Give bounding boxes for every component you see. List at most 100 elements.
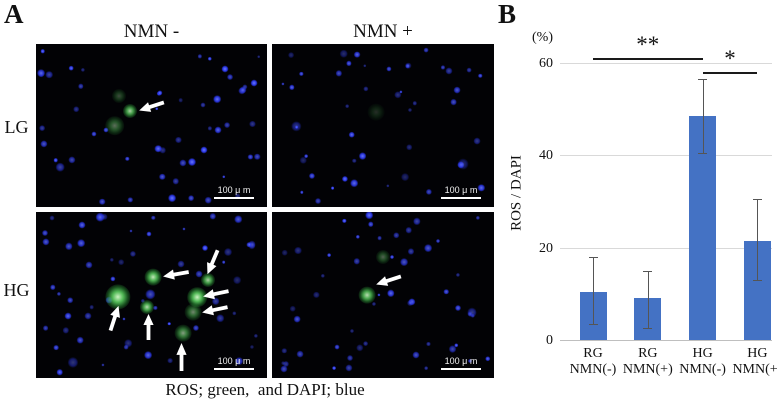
dapi-nucleus-dot bbox=[363, 64, 367, 68]
scale-bar: 100 μ m bbox=[441, 357, 481, 370]
ros-positive-cell bbox=[359, 286, 376, 304]
dapi-nucleus-dot bbox=[53, 157, 58, 163]
dapi-nucleus-dot bbox=[40, 140, 48, 148]
dapi-nucleus-dot bbox=[239, 86, 247, 94]
dapi-nucleus-dot bbox=[350, 179, 359, 187]
ros-positive-cell bbox=[112, 89, 127, 104]
y-tick-40: 40 bbox=[539, 148, 553, 164]
dapi-nucleus-dot bbox=[293, 316, 301, 323]
dapi-nucleus-dot bbox=[214, 126, 222, 134]
dapi-nucleus-dot bbox=[455, 304, 462, 311]
dapi-nucleus-dot bbox=[436, 239, 441, 244]
dapi-nucleus-dot bbox=[67, 357, 78, 368]
scale-bar-line bbox=[441, 197, 481, 199]
dapi-nucleus-dot bbox=[67, 297, 74, 304]
scale-bar-label: 100 μ m bbox=[217, 185, 251, 195]
dapi-nucleus-dot bbox=[289, 305, 297, 313]
micrograph-lg-nmn-plus: 100 μ m bbox=[272, 44, 494, 207]
dapi-nucleus-dot bbox=[246, 241, 253, 248]
dapi-nucleus-dot bbox=[224, 121, 231, 128]
dapi-nucleus-dot bbox=[193, 324, 200, 331]
dapi-nucleus-dot bbox=[342, 218, 347, 224]
dapi-nucleus-dot bbox=[377, 235, 382, 241]
dapi-nucleus-dot bbox=[78, 221, 86, 229]
dapi-nucleus-dot bbox=[296, 350, 304, 358]
dapi-nucleus-dot bbox=[289, 84, 295, 90]
micrograph-hg-nmn-plus: 100 μ m bbox=[272, 212, 494, 378]
dapi-nucleus-dot bbox=[77, 239, 86, 247]
gridline-40 bbox=[560, 155, 772, 157]
dapi-nucleus-dot bbox=[358, 152, 367, 161]
dapi-nucleus-dot bbox=[294, 125, 299, 129]
dapi-nucleus-dot bbox=[177, 260, 185, 268]
dapi-nucleus-dot bbox=[279, 365, 288, 373]
dapi-nucleus-dot bbox=[65, 242, 73, 251]
micrograph-lg-nmn-minus: 100 μ m bbox=[36, 44, 267, 207]
dapi-nucleus-dot bbox=[453, 86, 461, 94]
dapi-nucleus-dot bbox=[334, 344, 340, 350]
dapi-nucleus-dot bbox=[400, 258, 409, 266]
dapi-nucleus-dot bbox=[167, 357, 174, 364]
y-axis-title: ROS / DAPI bbox=[508, 155, 525, 231]
dapi-nucleus-dot bbox=[304, 154, 308, 159]
dapi-nucleus-dot bbox=[352, 158, 357, 163]
dapi-nucleus-dot bbox=[233, 276, 242, 284]
dapi-nucleus-dot bbox=[123, 344, 129, 350]
dapi-nucleus-dot bbox=[101, 362, 105, 367]
dapi-nucleus-dot bbox=[49, 215, 55, 221]
dapi-nucleus-dot bbox=[178, 97, 184, 103]
dapi-nucleus-dot bbox=[201, 245, 208, 252]
dapi-nucleus-dot bbox=[347, 355, 353, 362]
dapi-nucleus-dot bbox=[102, 127, 109, 133]
dapi-nucleus-dot bbox=[118, 259, 124, 265]
scale-bar: 100 μ m bbox=[214, 357, 254, 370]
dapi-nucleus-dot bbox=[424, 366, 428, 370]
category-line2: NMN(+) bbox=[622, 362, 673, 378]
category-line1: RG bbox=[638, 346, 658, 361]
error-bar-cap bbox=[752, 199, 762, 201]
dapi-nucleus-dot bbox=[42, 324, 49, 331]
scale-bar-label: 100 μ m bbox=[444, 185, 478, 195]
dapi-nucleus-dot bbox=[146, 231, 152, 237]
ros-positive-cell bbox=[139, 299, 154, 314]
dapi-nucleus-dot bbox=[371, 301, 377, 306]
category-line2: NMN(+) bbox=[732, 362, 777, 378]
dapi-nucleus-dot bbox=[281, 348, 288, 354]
dapi-nucleus-dot bbox=[172, 177, 180, 185]
dapi-nucleus-dot bbox=[281, 82, 285, 86]
dapi-nucleus-dot bbox=[445, 67, 453, 75]
dapi-nucleus-dot bbox=[406, 299, 413, 306]
ros-positive-cell bbox=[187, 287, 207, 307]
error-bar bbox=[647, 270, 649, 329]
dapi-nucleus-dot bbox=[440, 65, 446, 70]
dapi-nucleus-dot bbox=[426, 188, 433, 195]
ros-positive-cell bbox=[104, 115, 125, 136]
dapi-nucleus-dot bbox=[332, 366, 337, 370]
dapi-nucleus-dot bbox=[308, 172, 316, 179]
dapi-nucleus-dot bbox=[154, 145, 162, 153]
dapi-nucleus-dot bbox=[368, 221, 374, 228]
dapi-nucleus-dot bbox=[253, 333, 258, 339]
dapi-nucleus-dot bbox=[227, 74, 233, 80]
scale-bar-line bbox=[441, 368, 481, 370]
dapi-nucleus-dot bbox=[247, 154, 254, 160]
dapi-nucleus-dot bbox=[478, 73, 483, 78]
dapi-nucleus-dot bbox=[412, 351, 420, 359]
gridline-20 bbox=[560, 247, 772, 249]
dapi-nucleus-dot bbox=[253, 153, 261, 160]
dapi-nucleus-dot bbox=[182, 227, 186, 231]
dapi-nucleus-dot bbox=[398, 89, 403, 94]
y-axis-unit-label: (%) bbox=[532, 30, 553, 45]
dapi-nucleus-dot bbox=[62, 327, 70, 334]
dapi-nucleus-dot bbox=[50, 284, 56, 291]
ros-positive-cell bbox=[367, 104, 385, 121]
dapi-nucleus-dot bbox=[362, 340, 369, 347]
dapi-nucleus-dot bbox=[455, 272, 460, 277]
dapi-nucleus-dot bbox=[339, 49, 348, 58]
dapi-nucleus-dot bbox=[281, 361, 286, 365]
dapi-nucleus-dot bbox=[68, 156, 76, 164]
dapi-nucleus-dot bbox=[386, 184, 390, 188]
dapi-nucleus-dot bbox=[37, 69, 46, 78]
dapi-nucleus-dot bbox=[412, 100, 417, 106]
